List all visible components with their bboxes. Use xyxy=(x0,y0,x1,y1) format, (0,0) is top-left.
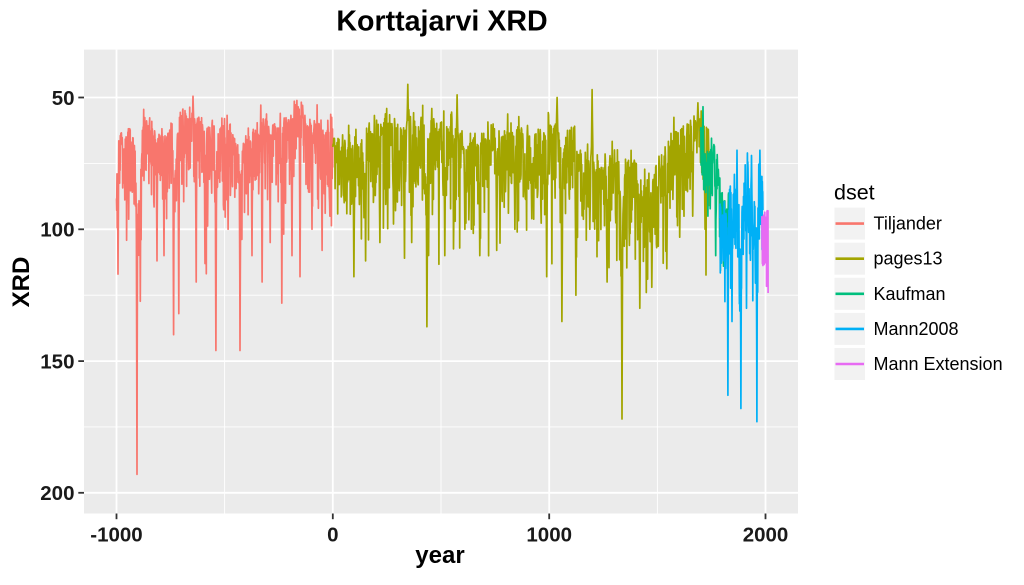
svg-text:pages13: pages13 xyxy=(874,249,943,269)
svg-text:-1000: -1000 xyxy=(90,523,142,546)
svg-text:0: 0 xyxy=(327,523,338,546)
svg-text:Tiljander: Tiljander xyxy=(874,214,942,234)
svg-text:Mann2008: Mann2008 xyxy=(874,319,959,339)
svg-text:Kaufman: Kaufman xyxy=(874,284,946,304)
svg-text:XRD: XRD xyxy=(8,257,35,308)
svg-text:150: 150 xyxy=(40,350,74,373)
svg-text:year: year xyxy=(415,542,464,569)
svg-text:50: 50 xyxy=(52,87,75,110)
svg-text:2000: 2000 xyxy=(743,523,789,546)
svg-text:Korttajarvi XRD: Korttajarvi XRD xyxy=(336,6,547,38)
svg-text:100: 100 xyxy=(40,219,74,242)
svg-text:200: 200 xyxy=(40,482,74,505)
svg-text:dset: dset xyxy=(834,180,875,204)
svg-text:1000: 1000 xyxy=(526,523,572,546)
svg-text:Mann Extension: Mann Extension xyxy=(874,354,1003,374)
